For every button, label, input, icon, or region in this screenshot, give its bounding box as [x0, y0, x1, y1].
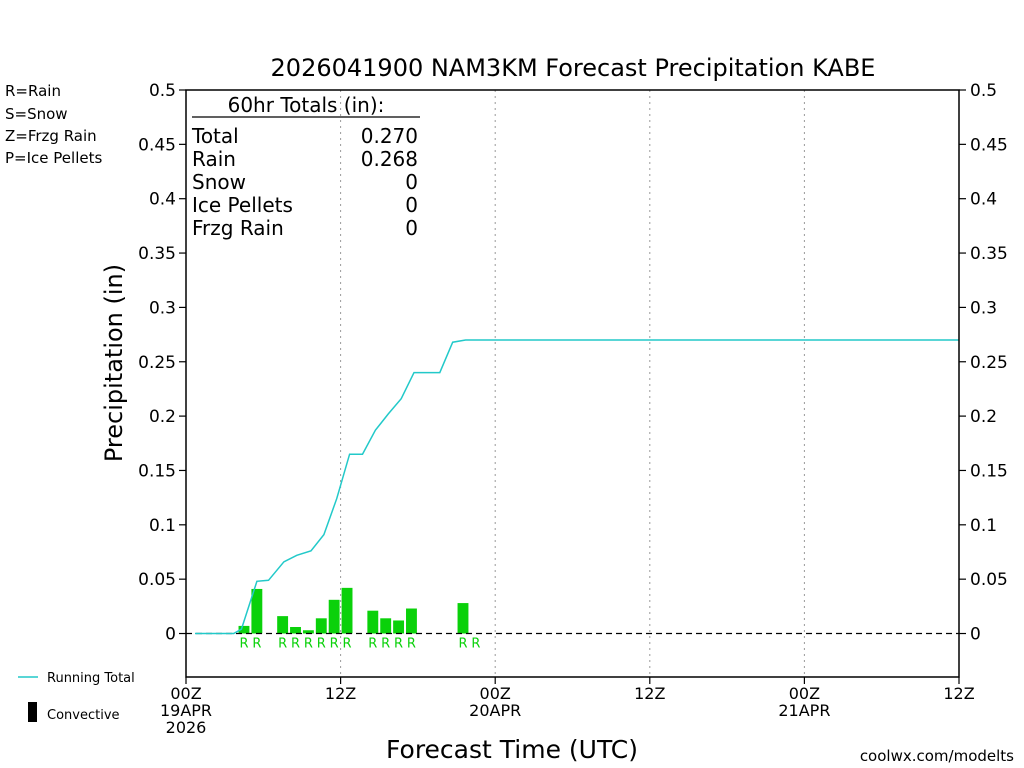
x-tick-label-24h-0: 00Z [480, 684, 511, 703]
x-tick-label-24h-1: 20APR [469, 701, 521, 720]
precip-bar-0 [238, 625, 250, 634]
plot-frame [185, 89, 960, 678]
watermark: coolwx.com/modelts [860, 747, 1014, 765]
totals-label-ice-pellets: Ice Pellets [192, 193, 293, 217]
chart-title: 2026041900 NAM3KM Forecast Precipitation… [271, 54, 876, 82]
precip-bar-12 [457, 603, 469, 634]
precip-bar-1 [251, 588, 263, 634]
y-tick-right-label: 0.25 [970, 353, 1008, 373]
y-tick-left-label: 0 [165, 625, 176, 645]
y-tick-right-label: 0.35 [970, 244, 1008, 264]
legend-running-total-label: Running Total [47, 671, 135, 686]
precip-type-label-13: R [471, 637, 480, 652]
totals-value-snow: 0 [405, 170, 418, 194]
precip-type-label-4: R [304, 637, 313, 652]
precip-bar-3 [290, 626, 301, 634]
totals-header: 60hr Totals (in): [228, 93, 385, 117]
x-tick-label-48h-1: 21APR [778, 701, 830, 720]
legend-convective-label: Convective [47, 708, 120, 723]
y-tick-right-label: 0.2 [970, 407, 997, 427]
y-tick-right-label: 0.45 [970, 135, 1008, 155]
y-tick-right-label: 0.05 [970, 570, 1008, 590]
precip-bar-10 [393, 620, 405, 634]
precip-bar-5 [315, 618, 327, 634]
totals-value-ice-pellets: 0 [405, 193, 418, 217]
totals-label-frzg-rain: Frzg Rain [192, 216, 284, 240]
precip-bars [238, 587, 469, 634]
precip-type-label-0: R [239, 637, 248, 652]
y-axis-title: Precipitation (in) [100, 264, 128, 462]
y-tick-left-label: 0.4 [149, 190, 176, 210]
precip-type-label-2: R [278, 637, 287, 652]
y-tick-right-label: 0.3 [970, 298, 997, 318]
x-tick-label-60h-0: 12Z [943, 684, 974, 703]
y-tick-left-label: 0.3 [149, 298, 176, 318]
precip-type-legend: R=Rain S=Snow Z=Frzg Rain P=Ice Pellets [5, 82, 102, 167]
series-legend: Running Total Convective [18, 671, 135, 723]
totals-label-snow: Snow [192, 170, 246, 194]
x-tick-label-0h-1: 19APR [160, 701, 212, 720]
gridlines [340, 90, 805, 677]
y-tick-right-label: 0.1 [970, 516, 997, 536]
totals-box: 60hr Totals (in): Total 0.270 Rain 0.268… [191, 93, 420, 240]
y-axis-left: 0.5 0.45 0.4 0.35 0.3 0.25 0.2 0.15 0.1 0.05 0 [138, 81, 186, 645]
x-axis-title: Forecast Time (UTC) [386, 735, 638, 764]
y-tick-right-label: 0.4 [970, 190, 997, 210]
precip-type-label-3: R [291, 637, 300, 652]
x-tick-label-48h-0: 00Z [789, 684, 820, 703]
legend-frzg-rain: Z=Frzg Rain [5, 127, 97, 145]
legend-rain: R=Rain [5, 82, 61, 100]
legend-ice-pellets: P=Ice Pellets [5, 149, 102, 167]
precip-type-label-1: R [252, 637, 261, 652]
y-tick-left-label: 0.25 [138, 353, 176, 373]
precip-bar-7 [341, 587, 353, 634]
totals-value-rain: 0.268 [361, 147, 418, 171]
legend-snow: S=Snow [5, 105, 68, 123]
y-tick-left-label: 0.05 [138, 570, 176, 590]
running-total-line [195, 339, 959, 635]
totals-label-total: Total [191, 124, 239, 148]
precip-bar-4 [302, 630, 314, 634]
precip-type-label-12: R [458, 637, 467, 652]
y-tick-right-label: 0.15 [970, 461, 1008, 481]
precip-type-label-8: R [368, 637, 377, 652]
precip-bar-2 [277, 616, 289, 634]
totals-value-total: 0.270 [361, 124, 418, 148]
precip-type-label-10: R [394, 637, 403, 652]
precip-type-label-11: R [407, 637, 416, 652]
x-tick-label-12h-0: 12Z [325, 684, 356, 703]
totals-value-frzg-rain: 0 [405, 216, 418, 240]
precip-type-label-9: R [381, 637, 390, 652]
x-tick-label-36h-0: 12Z [634, 684, 665, 703]
precip-type-label-7: R [343, 637, 352, 652]
y-tick-right-label: 0.5 [970, 81, 997, 101]
y-tick-left-label: 0.45 [138, 135, 176, 155]
y-tick-right-label: 0 [970, 625, 981, 645]
y-tick-left-label: 0.5 [149, 81, 176, 101]
precip-bar-8 [367, 610, 379, 634]
y-tick-left-label: 0.2 [149, 407, 176, 427]
y-tick-left-label: 0.35 [138, 244, 176, 264]
precip-bar-6 [328, 599, 340, 634]
y-tick-left-label: 0.15 [138, 461, 176, 481]
legend-convective-swatch [28, 702, 37, 722]
x-tick-label-0h-0: 00Z [170, 684, 201, 703]
precip-type-label-6: R [330, 637, 339, 652]
precip-bar-9 [380, 618, 392, 634]
precip-bar-11 [406, 608, 417, 634]
x-tick-label-0h-2: 2026 [166, 718, 207, 737]
y-tick-left-label: 0.1 [149, 516, 176, 536]
totals-label-rain: Rain [192, 147, 236, 171]
precip-type-label-5: R [317, 637, 326, 652]
y-axis-right: 0.5 0.45 0.4 0.35 0.3 0.25 0.2 0.15 0.1 0.05 0 [959, 81, 1008, 645]
